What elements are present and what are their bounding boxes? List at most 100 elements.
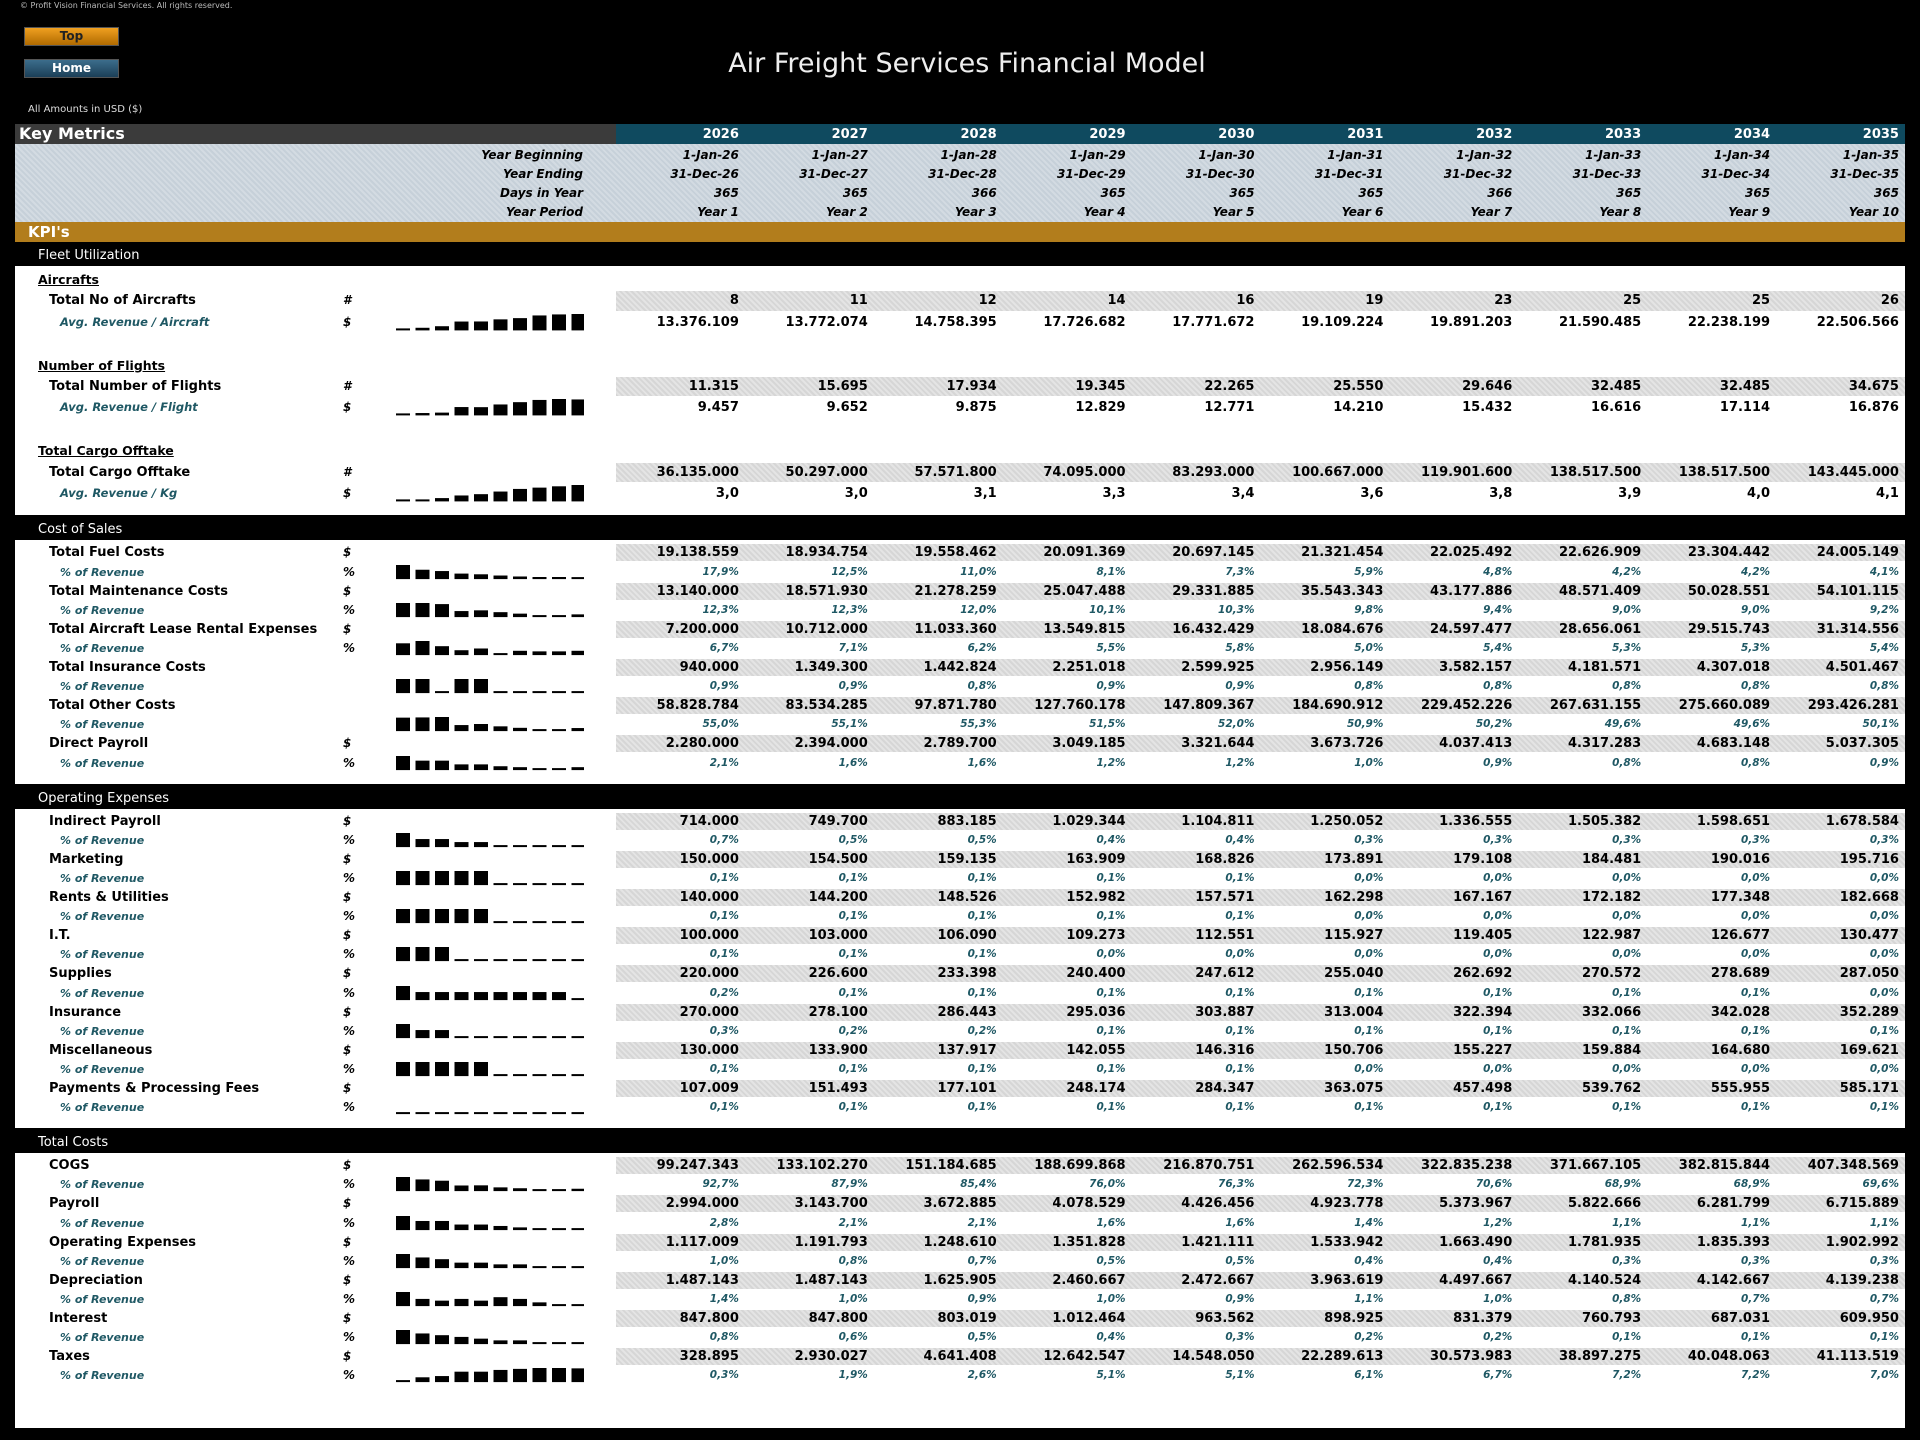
percent-value: 5,3% xyxy=(1740,641,1771,654)
value: 2.472.667 xyxy=(1181,1272,1255,1288)
value: 163.909 xyxy=(1066,851,1126,867)
top-button[interactable]: Top xyxy=(24,27,119,46)
value: 147.809.367 xyxy=(1163,698,1255,714)
spark-bar xyxy=(552,1073,566,1076)
spark-bar xyxy=(571,650,584,655)
percent-value: 0,8% xyxy=(967,680,997,693)
value: 17.934 xyxy=(946,379,997,394)
value: 13.549.815 xyxy=(1043,621,1126,637)
spark-bar xyxy=(435,326,449,331)
value: 140.000 xyxy=(679,890,739,905)
value: 11.033.360 xyxy=(914,621,997,637)
percent-label: % of Revenue xyxy=(60,1331,145,1345)
spark-bar xyxy=(552,1189,566,1192)
percent-value: 0,1% xyxy=(1096,1062,1126,1075)
info-value: Year 4 xyxy=(1083,205,1126,219)
spark-bar xyxy=(552,691,566,694)
unit: $ xyxy=(343,1081,352,1095)
value: 3.673.726 xyxy=(1310,736,1384,752)
percent-value: 0,8% xyxy=(1869,680,1899,693)
percent-value: 0,1% xyxy=(1740,986,1771,999)
value: 539.762 xyxy=(1581,1081,1642,1096)
spark-bar xyxy=(396,1253,410,1268)
spark-bar xyxy=(454,841,469,847)
value: 34.675 xyxy=(1848,379,1899,394)
value: 29.331.885 xyxy=(1172,583,1255,599)
value: 585.171 xyxy=(1839,1081,1899,1096)
percent-value: 0,8% xyxy=(1740,680,1771,693)
spark-bar xyxy=(396,643,410,655)
percent-label: % of Revenue xyxy=(60,641,145,655)
value: 184.481 xyxy=(1581,851,1642,867)
percent-value: 0,4% xyxy=(1483,1254,1513,1267)
row-bg xyxy=(616,1271,1905,1289)
value: 162.298 xyxy=(1324,890,1384,905)
percent-value: 0,3% xyxy=(709,1024,739,1037)
value: 22.025.492 xyxy=(1430,545,1513,561)
value: 13.376.109 xyxy=(656,314,739,330)
value: 1.117.009 xyxy=(665,1234,739,1250)
value: 295.036 xyxy=(1066,1004,1126,1020)
row-label: I.T. xyxy=(49,928,71,944)
percent-value: 0,2% xyxy=(1354,1331,1384,1344)
spark-bar xyxy=(552,614,566,617)
sparkline xyxy=(396,1023,584,1038)
spark-bar xyxy=(513,575,527,579)
spark-bar xyxy=(552,767,566,770)
unit: $ xyxy=(343,1042,352,1057)
value: 1.598.651 xyxy=(1696,813,1771,829)
sparkline xyxy=(396,1112,584,1115)
info-value: 1-Jan-35 xyxy=(1842,148,1899,162)
percent-value: 1,0% xyxy=(1096,1292,1126,1305)
percent-value: 9,0% xyxy=(1740,603,1771,616)
row-bg xyxy=(616,659,1905,677)
value: 150.000 xyxy=(679,851,739,867)
row-bg xyxy=(616,1003,1905,1021)
percent-value: 0,4% xyxy=(1096,833,1126,846)
value: 6.281.799 xyxy=(1696,1196,1771,1212)
value: 1.678.584 xyxy=(1825,813,1899,829)
percent-value: 0,9% xyxy=(709,680,739,693)
value: 16.876 xyxy=(1848,400,1899,416)
unit: % xyxy=(343,947,356,962)
group-title: Total Cargo Offtake xyxy=(38,443,174,459)
spark-bar xyxy=(571,1112,584,1115)
spark-bar xyxy=(493,765,508,770)
home-button[interactable]: Home xyxy=(24,59,119,78)
spark-bar xyxy=(435,570,449,579)
sparkline xyxy=(396,909,584,924)
percent-value: 9,2% xyxy=(1869,603,1899,616)
value: 22.238.199 xyxy=(1687,314,1771,330)
unit: $ xyxy=(343,890,352,904)
spark-bar xyxy=(513,1340,527,1345)
spark-bar xyxy=(396,499,410,502)
unit: $ xyxy=(343,966,352,981)
sparkline xyxy=(396,399,584,416)
spark-bar xyxy=(435,413,449,416)
percent-value: 72,3% xyxy=(1346,1178,1384,1191)
value: 4,1 xyxy=(1875,486,1899,501)
value: 4.181.571 xyxy=(1567,660,1642,675)
spark-bar xyxy=(513,1369,527,1383)
percent-value: 1,4% xyxy=(1354,1216,1384,1229)
spark-bar xyxy=(571,1303,584,1306)
row-label: Payments & Processing Fees xyxy=(49,1081,260,1096)
percent-value: 0,0% xyxy=(1869,910,1899,923)
unit: $ xyxy=(343,1234,352,1249)
unit: % xyxy=(343,640,356,655)
percent-value: 0,1% xyxy=(1740,1024,1771,1037)
value: 220.000 xyxy=(679,966,739,982)
percent-value: 51,5% xyxy=(1089,718,1126,731)
value: 940.000 xyxy=(679,660,739,675)
value: 3.321.644 xyxy=(1181,736,1255,752)
percent-value: 0,1% xyxy=(1740,1101,1771,1114)
spark-bar xyxy=(396,755,410,770)
spark-bar xyxy=(532,1227,547,1230)
row-label: Marketing xyxy=(49,851,124,867)
spark-bar xyxy=(571,1035,584,1038)
value: 270.000 xyxy=(679,1004,739,1020)
value: 12.642.547 xyxy=(1043,1349,1126,1365)
info-value: 31-Dec-30 xyxy=(1185,167,1255,181)
percent-value: 10,3% xyxy=(1218,603,1255,616)
value: 127.760.178 xyxy=(1034,698,1126,714)
